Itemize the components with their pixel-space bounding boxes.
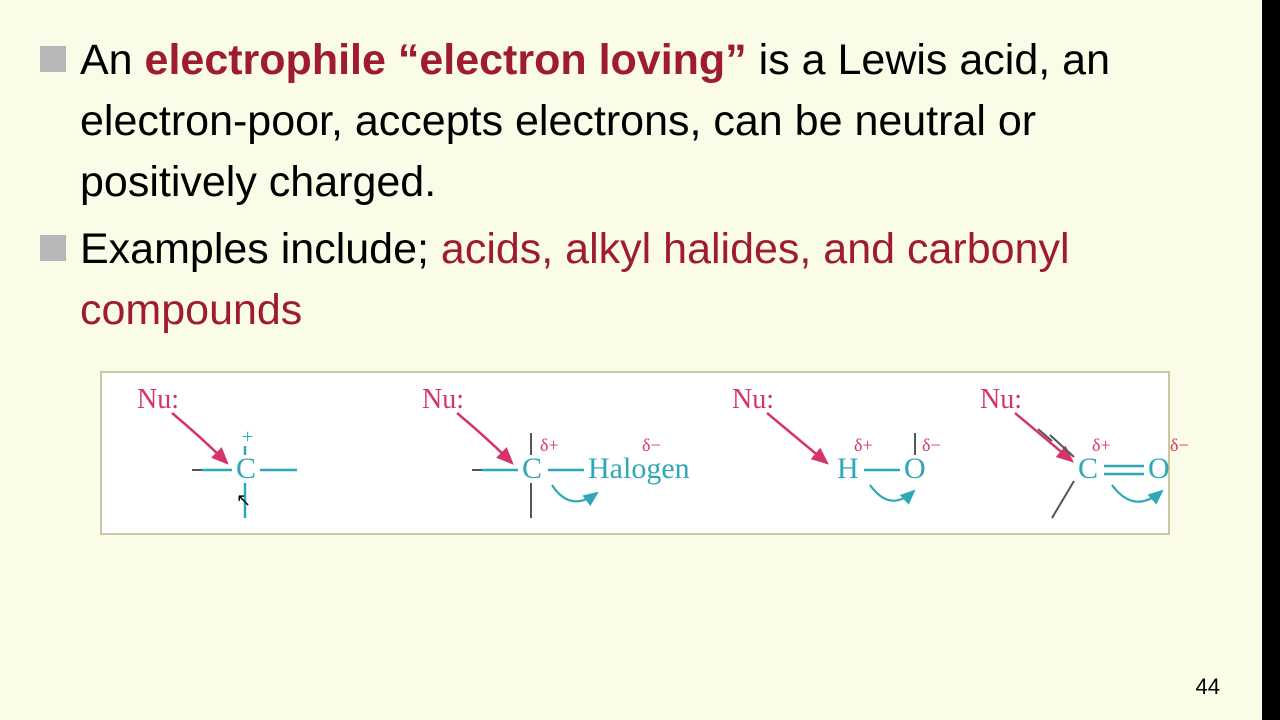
b1-em: electrophile “electron loving” [145,36,747,84]
delta-minus: δ− [1170,435,1189,455]
letterbox-bar [1262,0,1280,720]
nu-label: Nu: [422,384,464,415]
nu-label: Nu: [732,384,774,415]
bullet-1-text: An electrophile “electron loving” is a L… [80,30,1180,213]
carbon-atom: C [236,452,256,485]
nu-arrow-icon [172,413,227,463]
diagram-acid: Nu: δ+ H δ− O [732,384,941,501]
plus-charge: + [242,426,253,448]
page-number: 44 [1196,674,1220,700]
hydrogen-atom: H [837,452,859,485]
carbon-atom: C [1078,452,1098,485]
electron-arrow-icon [870,485,914,501]
electron-arrow-icon [552,485,597,501]
nu-arrow-icon [457,413,512,463]
delta-plus: δ+ [540,435,559,455]
bullet-1: An electrophile “electron loving” is a L… [40,30,1230,213]
electron-arrow-icon [1112,485,1162,502]
diagram-box: Nu: + C Nu: δ+ C [100,371,1170,535]
nu-arrow-icon [767,413,827,463]
bullet-square-icon [40,235,66,261]
bullet-2-text: Examples include; acids, alkyl halides, … [80,219,1180,341]
carbon-atom: C [522,452,542,485]
bullet-square-icon [40,46,66,72]
nu-arrow-icon [1015,413,1072,461]
diagram-carbonyl: Nu: δ+ C δ− O [980,384,1189,518]
b1-pre: An [80,36,145,84]
cursor-icon: ↖ [236,490,251,511]
nu-label: Nu: [137,384,179,415]
diagram-carbocation: Nu: + C [137,384,297,518]
oxygen-atom: O [904,452,926,485]
slide: An electrophile “electron loving” is a L… [0,0,1280,720]
nu-label: Nu: [980,384,1022,415]
diagram-alkyl-halide: Nu: δ+ C δ− Halogen [422,384,690,518]
bullet-2: Examples include; acids, alkyl halides, … [40,219,1230,341]
diagram-svg: Nu: + C Nu: δ+ C [102,373,1196,529]
halogen-label: Halogen [588,452,690,485]
oxygen-atom: O [1148,452,1170,485]
b2-pre: Examples include; [80,225,441,273]
bond-icon [1052,481,1074,518]
